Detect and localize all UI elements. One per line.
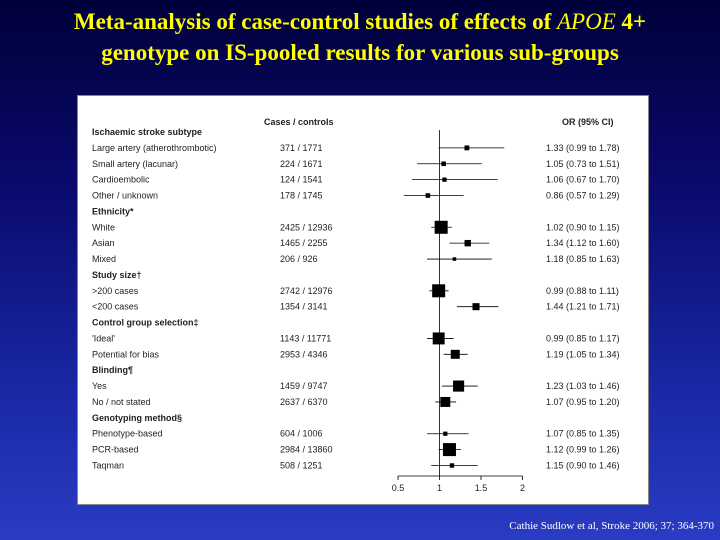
or-marker [464,239,471,247]
group-header: Ethnicity* [92,206,134,216]
row-or-ci: 1.34 (1.12 to 1.60) [546,238,620,248]
row-cases-controls: 2984 / 13860 [280,445,333,455]
forest-plot: Cases / controls OR (95% CI) Ischaemic str… [92,117,620,493]
slide-title: Meta-analysis of case-control studies of… [0,6,720,68]
row-label: Large artery (atherothrombotic) [92,143,217,153]
row-label: Taqman [92,460,124,470]
row-cases-controls: 124 / 1541 [280,175,323,185]
forest-plot-panel: Cases / controls OR (95% CI) Ischaemic str… [77,95,649,505]
row-label: White [92,222,115,232]
row-or-ci: 0.99 (0.85 to 1.17) [546,333,620,343]
row-or-ci: 1.19 (1.05 to 1.34) [546,349,620,359]
group-header: Control group selection‡ [92,318,199,328]
citation: Cathie Sudlow et al, Stroke 2006; 37; 36… [509,520,714,532]
row-label: Asian [92,238,115,248]
row-cases-controls: 1465 / 2255 [280,238,328,248]
header-or-ci: OR (95% CI) [562,117,614,127]
row-cases-controls: 371 / 1771 [280,143,323,153]
row-cases-controls: 1143 / 11771 [280,333,331,343]
row-or-ci: 1.12 (0.99 to 1.26) [546,445,620,455]
row-or-ci: 1.15 (0.90 to 1.46) [546,460,620,470]
row-or-ci: 1.06 (0.67 to 1.70) [546,175,620,185]
row-label: 'Ideal' [92,333,115,343]
row-or-ci: 1.02 (0.90 to 1.15) [546,222,620,232]
group-header: Study size† [92,270,142,280]
row-cases-controls: 508 / 1251 [280,460,323,470]
group-header: Genotyping method§ [92,413,182,423]
x-tick-label: 1 [437,483,442,493]
row-label: >200 cases [92,286,139,296]
or-marker [434,220,448,234]
row-cases-controls: 2953 / 4346 [280,349,328,359]
row-cases-controls: 1459 / 9747 [280,381,328,391]
or-marker [442,443,456,457]
row-label: <200 cases [92,302,139,312]
row-cases-controls: 604 / 1006 [280,429,323,439]
row-cases-controls: 178 / 1745 [280,191,323,201]
group-header: Ischaemic stroke subtype [92,127,202,137]
title-line1-prefix: Meta-analysis of case-control studies of… [73,9,557,34]
row-or-ci: 1.23 (1.03 to 1.46) [546,381,620,391]
title-line1-suffix: 4+ [615,9,647,34]
or-marker [450,349,460,359]
or-marker [442,177,447,182]
or-marker [432,332,445,345]
row-cases-controls: 2425 / 12936 [280,222,333,232]
or-marker [432,284,446,298]
row-or-ci: 1.07 (0.95 to 1.20) [546,397,620,407]
row-cases-controls: 224 / 1671 [280,159,323,169]
x-tick-label: 1.5 [475,483,488,493]
or-marker [452,257,457,261]
row-cases-controls: 2742 / 12976 [280,286,333,296]
row-label: Potential for bias [92,349,160,359]
row-label: No / not stated [92,397,151,407]
row-cases-controls: 206 / 926 [280,254,318,264]
row-or-ci: 1.05 (0.73 to 1.51) [546,159,620,169]
row-label: Cardioembolic [92,175,150,185]
group-header: Blinding¶ [92,365,133,375]
row-or-ci: 0.86 (0.57 to 1.29) [546,191,620,201]
or-marker [443,431,448,436]
row-or-ci: 1.18 (0.85 to 1.63) [546,254,620,264]
row-cases-controls: 1354 / 3141 [280,302,328,312]
title-line2: genotype on IS-pooled results for variou… [101,40,619,65]
row-or-ci: 0.99 (0.88 to 1.11) [546,286,619,296]
or-marker [464,145,470,151]
or-marker [449,463,455,468]
or-marker [453,380,465,392]
row-or-ci: 1.07 (0.85 to 1.35) [546,429,620,439]
row-label: Other / unknown [92,191,158,201]
row-cases-controls: 2637 / 6370 [280,397,328,407]
x-tick-label: 2 [520,483,525,493]
row-label: Phenotype-based [92,429,163,439]
row-label: PCR-based [92,445,139,455]
header-cases-controls: Cases / controls [264,117,334,127]
row-or-ci: 1.33 (0.99 to 1.78) [546,143,620,153]
or-marker [441,161,446,167]
or-marker [472,303,480,311]
row-label: Yes [92,381,107,391]
or-marker [425,193,431,198]
x-tick-label: 0.5 [392,483,405,493]
row-label: Mixed [92,254,116,264]
row-label: Small artery (lacunar) [92,159,178,169]
row-or-ci: 1.44 (1.21 to 1.71) [546,302,620,312]
or-marker [440,396,451,407]
title-gene-name: APOE [556,9,616,34]
